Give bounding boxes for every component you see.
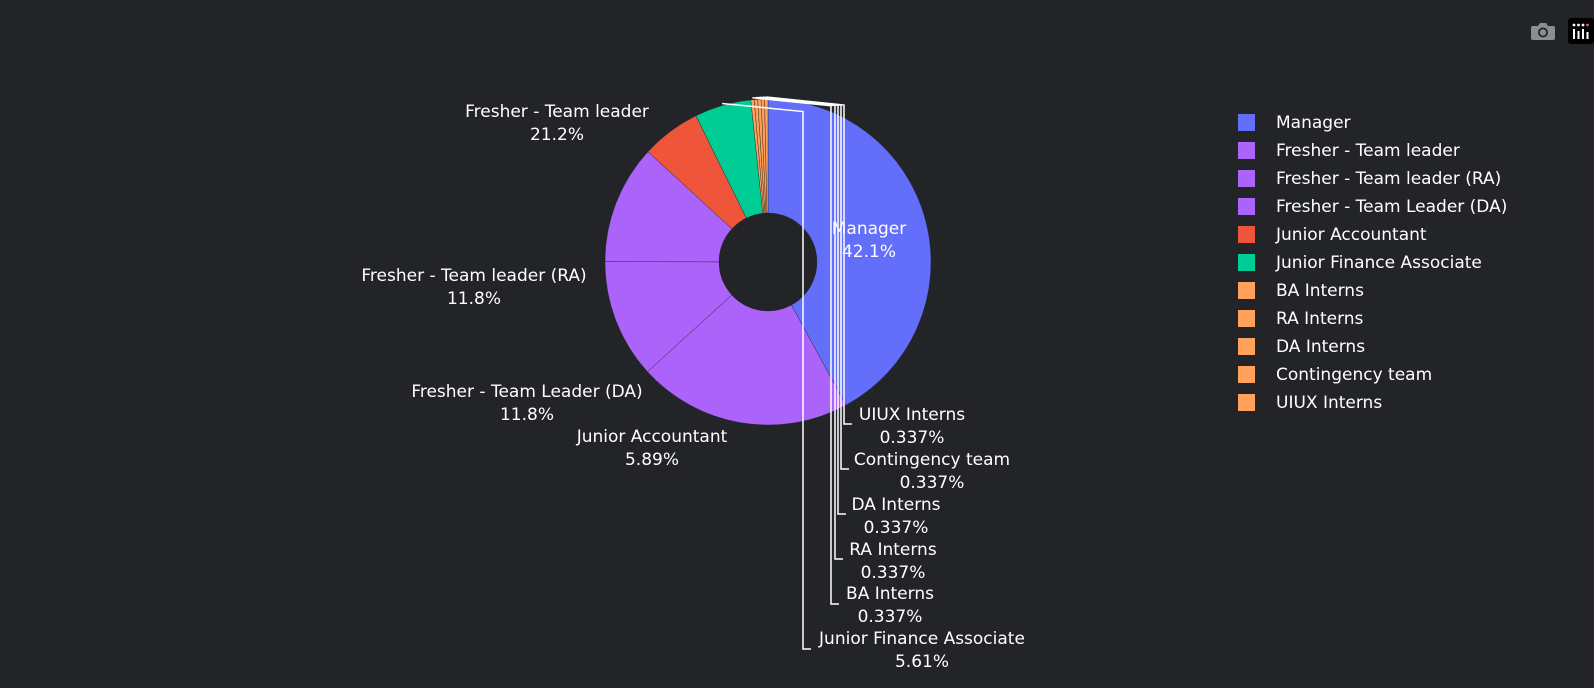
- slice-percent-fresher-team-leader: 21.2%: [530, 125, 584, 145]
- camera-icon[interactable]: [1530, 18, 1556, 44]
- leader-line-uiux-interns: [766, 96, 852, 425]
- legend-label: Contingency team: [1276, 365, 1432, 385]
- slice-label-ba-interns: BA Interns: [846, 584, 934, 604]
- legend-item-da-interns[interactable]: DA Interns: [1238, 337, 1365, 357]
- legend-swatch: [1238, 394, 1255, 411]
- legend-swatch: [1238, 226, 1255, 243]
- legend-item-manager[interactable]: Manager: [1238, 113, 1351, 133]
- legend-label: Fresher - Team leader (RA): [1276, 169, 1501, 189]
- legend-item-contingency-team[interactable]: Contingency team: [1238, 365, 1432, 385]
- pie-slice-manager[interactable]: [767, 98, 932, 406]
- slice-label-fresher-team-leader-da: Fresher - Team Leader (DA): [411, 382, 642, 402]
- slice-label-fresher-team-leader: Fresher - Team leader: [465, 102, 649, 122]
- pie-slice-fresher-team-leader-ra[interactable]: [604, 261, 733, 373]
- legend-label: BA Interns: [1276, 281, 1364, 301]
- slice-percent-ra-interns: 0.337%: [861, 563, 926, 583]
- slice-label-manager: Manager: [832, 219, 907, 239]
- pie-slice-fresher-team-leader[interactable]: [647, 294, 847, 426]
- legend-swatch: [1238, 170, 1255, 187]
- legend-item-fresher-team-leader-ra[interactable]: Fresher - Team leader (RA): [1238, 169, 1501, 189]
- legend-swatch: [1238, 366, 1255, 383]
- legend-label: Junior Finance Associate: [1275, 253, 1482, 273]
- slice-percent-uiux-interns: 0.337%: [880, 428, 945, 448]
- slice-percent-junior-finance-associate: 5.61%: [895, 652, 949, 672]
- legend-swatch: [1238, 310, 1255, 327]
- legend-swatch: [1238, 114, 1255, 131]
- slice-labels: Manager 42.1% Fresher - Team leader 21.2% Fr…: [361, 102, 1025, 672]
- slice-label-da-interns: DA Interns: [851, 495, 940, 515]
- legend-label: UIUX Interns: [1276, 393, 1382, 413]
- leader-line-junior-finance-associate: [722, 102, 811, 650]
- legend-item-fresher-team-leader[interactable]: Fresher - Team leader: [1238, 141, 1460, 161]
- slice-label-junior-finance-associate: Junior Finance Associate: [818, 629, 1025, 649]
- slice-label-ra-interns: RA Interns: [849, 540, 937, 560]
- slice-label-junior-accountant: Junior Accountant: [576, 427, 728, 447]
- legend-swatch: [1238, 254, 1255, 271]
- legend-label: Fresher - Team leader: [1276, 141, 1460, 161]
- legend-swatch: [1238, 198, 1255, 215]
- legend-label: Fresher - Team Leader (DA): [1276, 197, 1507, 217]
- slice-percent-fresher-team-leader-ra: 11.8%: [447, 289, 501, 309]
- legend-item-fresher-team-leader-da[interactable]: Fresher - Team Leader (DA): [1238, 197, 1507, 217]
- slice-label-uiux-interns: UIUX Interns: [859, 405, 965, 425]
- legend-item-ra-interns[interactable]: RA Interns: [1238, 309, 1364, 329]
- legend-label: Junior Accountant: [1275, 225, 1427, 245]
- modebar: [1530, 18, 1594, 44]
- slice-percent-contingency-team: 0.337%: [900, 473, 965, 493]
- slice-percent-manager: 42.1%: [842, 242, 896, 262]
- slice-percent-da-interns: 0.337%: [864, 518, 929, 538]
- legend-label: Manager: [1276, 113, 1351, 133]
- slice-percent-junior-accountant: 5.89%: [625, 450, 679, 470]
- legend-label: DA Interns: [1276, 337, 1365, 357]
- legend-item-ba-interns[interactable]: BA Interns: [1238, 281, 1364, 301]
- plotly-logo-icon[interactable]: [1568, 18, 1594, 44]
- legend: Manager Fresher - Team leader Fresher - Te…: [1238, 113, 1507, 413]
- leader-lines: [722, 96, 852, 650]
- pie-slice-fresher-team-leader-da[interactable]: [604, 151, 733, 263]
- legend-swatch: [1238, 282, 1255, 299]
- slice-percent-fresher-team-leader-da: 11.8%: [500, 405, 554, 425]
- slice-label-contingency-team: Contingency team: [854, 450, 1010, 470]
- slice-percent-ba-interns: 0.337%: [858, 607, 923, 627]
- legend-item-junior-accountant[interactable]: Junior Accountant: [1238, 225, 1427, 245]
- legend-item-junior-finance-associate[interactable]: Junior Finance Associate: [1238, 253, 1482, 273]
- legend-label: RA Interns: [1276, 309, 1364, 329]
- slice-label-fresher-team-leader-ra: Fresher - Team leader (RA): [361, 266, 586, 286]
- legend-item-uiux-interns[interactable]: UIUX Interns: [1238, 393, 1382, 413]
- legend-swatch: [1238, 142, 1255, 159]
- pie-slices: [604, 98, 932, 426]
- legend-swatch: [1238, 338, 1255, 355]
